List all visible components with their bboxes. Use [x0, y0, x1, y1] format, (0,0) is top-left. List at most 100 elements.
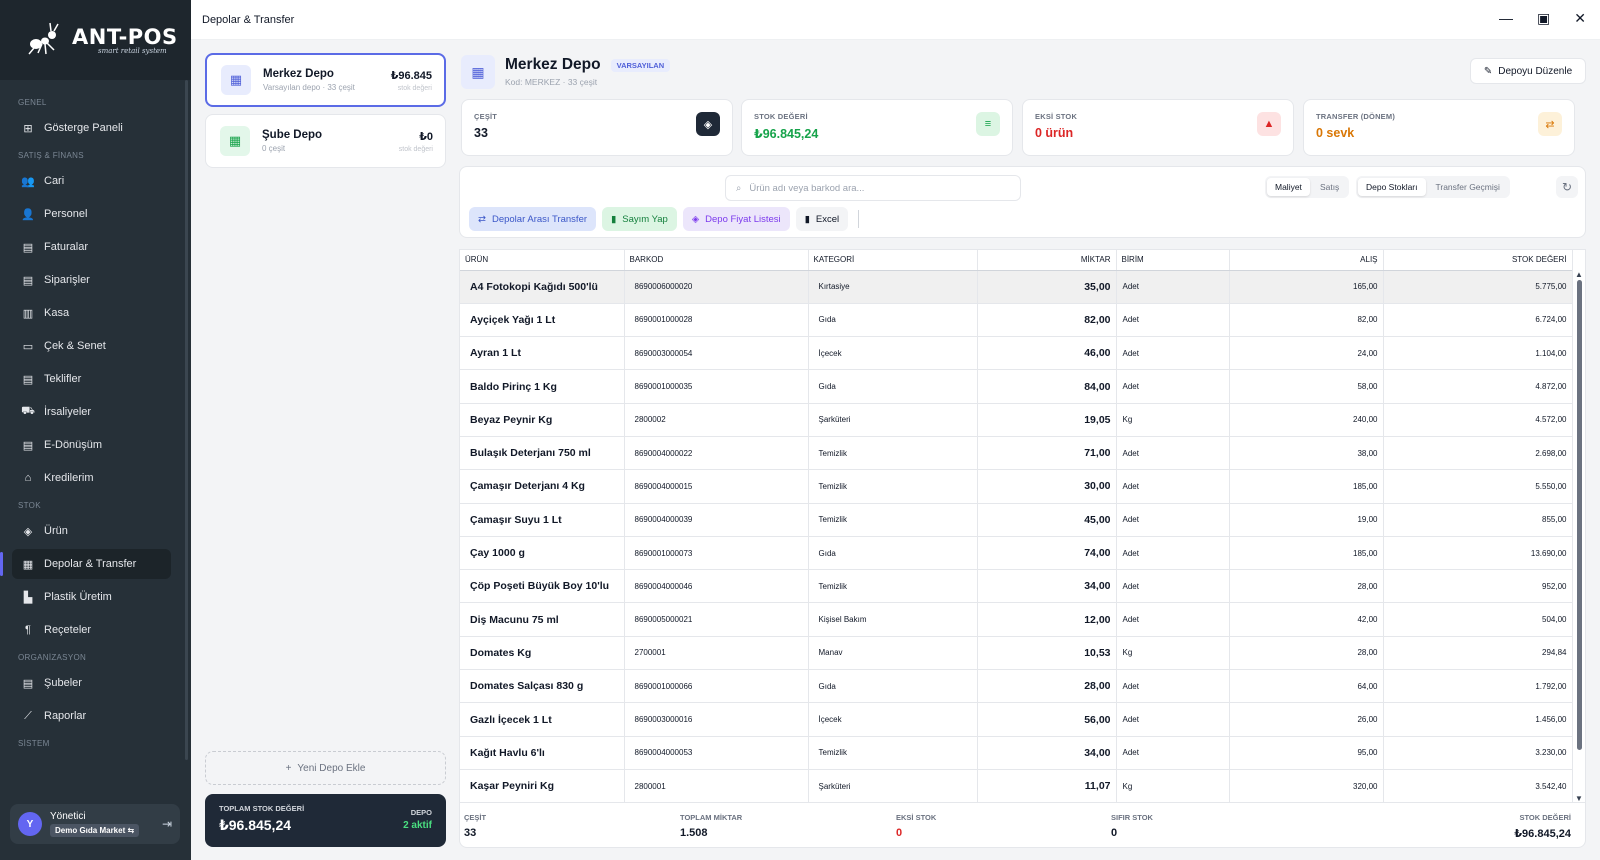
edit-depot-button[interactable]: ✎ Depoyu Düzenle: [1470, 58, 1586, 84]
minimize-icon[interactable]: —: [1499, 10, 1514, 26]
stat-value: 0 ürün: [1035, 126, 1074, 140]
user-profile[interactable]: Y Yönetici Demo Gıda Market ⇆ ⇥: [10, 804, 180, 844]
table-row[interactable]: Ayçiçek Yağı 1 Lt 8690001000028 Gıda 82,00 A…: [460, 303, 1573, 338]
depot-card[interactable]: ▦ Şube Depo 0 çeşit ₺0 stok değeri: [205, 114, 446, 168]
maximize-icon[interactable]: ▣: [1537, 10, 1551, 26]
sidebar-item[interactable]: ▭ Çek & Senet: [12, 331, 171, 361]
column-header[interactable]: ÜRÜN: [460, 250, 625, 271]
barcode-cell: 8690004000046: [624, 569, 809, 604]
stat-value: 33: [474, 126, 488, 140]
logout-icon[interactable]: ⇥: [161, 817, 172, 831]
stock-value-cell: 6.724,00: [1383, 303, 1573, 338]
coins-icon: ≡: [976, 112, 1000, 136]
stat-card: EKSİ STOK 0 ürün ▲: [1022, 99, 1294, 156]
summary-item: EKSİ STOK 0: [896, 813, 936, 839]
sidebar-item[interactable]: ▙ Plastik Üretim: [12, 582, 171, 612]
column-header[interactable]: MİKTAR: [977, 250, 1117, 271]
quantity-cell: 34,00: [977, 569, 1117, 604]
sidebar-item[interactable]: ¶ Reçeteler: [12, 615, 171, 645]
depot-title: Merkez Depo VARSAYILAN: [505, 56, 671, 74]
sidebar-item[interactable]: ▤ E-Dönüşüm: [12, 430, 171, 460]
sidebar-scrollbar[interactable]: [185, 80, 188, 760]
quantity-cell: 56,00: [977, 702, 1117, 737]
sidebar-item[interactable]: ⟋ Raporlar: [12, 701, 171, 731]
add-depot-label: Yeni Depo Ekle: [297, 762, 366, 774]
scroll-up-icon[interactable]: ▲: [1575, 270, 1583, 279]
table-row[interactable]: Çöp Poşeti Büyük Boy 10'lu 8690004000046 T…: [460, 569, 1573, 604]
sidebar-item-label: Faturalar: [44, 241, 89, 253]
sidebar-item[interactable]: ▥ Kasa: [12, 298, 171, 328]
product-name-cell: Ayran 1 Lt: [460, 336, 625, 371]
user-name: Yönetici: [50, 811, 86, 822]
total-stock-value: ₺96.845,24: [219, 817, 292, 833]
table-row[interactable]: Baldo Pirinç 1 Kg 8690001000035 Gıda 84,00 A…: [460, 369, 1573, 404]
title-bar: Depolar & Transfer — ▣ ✕: [191, 0, 1600, 40]
action-button[interactable]: ▮ Excel: [795, 207, 849, 231]
table-row[interactable]: A4 Fotokopi Kağıdı 500'lü 8690006000020 Kı…: [460, 270, 1573, 304]
sidebar-item[interactable]: ⛟ İrsaliyeler: [12, 397, 171, 427]
summary-value: 1.508: [680, 827, 708, 839]
table-row[interactable]: Domates Salçası 830 g 8690001000066 Gıda 28…: [460, 669, 1573, 704]
sidebar-item[interactable]: ◈ Ürün: [12, 516, 171, 546]
column-header[interactable]: ALIŞ: [1229, 250, 1384, 271]
table-row[interactable]: Kaşar Peyniri Kg 2800001 Şarküteri 11,07 Kg 3…: [460, 769, 1573, 802]
unit-cell: Adet: [1116, 436, 1230, 471]
table-scrollbar[interactable]: ▲ ▼: [1572, 270, 1585, 802]
stock-value-cell: 2.698,00: [1383, 436, 1573, 471]
sidebar-item[interactable]: ⊞ Gösterge Paneli: [12, 113, 171, 143]
action-button[interactable]: ▮ Sayım Yap: [602, 207, 677, 231]
table-row[interactable]: Ayran 1 Lt 8690003000054 İçecek 46,00 Adet 24…: [460, 336, 1573, 371]
utensils-icon: ¶: [25, 624, 31, 636]
warehouse-icon: ▦: [22, 558, 34, 571]
scroll-thumb[interactable]: [1577, 280, 1582, 750]
price-mode-sale[interactable]: Satış: [1319, 182, 1340, 192]
depot-card[interactable]: ▦ Merkez Depo Varsayılan depo · 33 çeşit ₺9…: [205, 53, 446, 107]
price-mode-cost[interactable]: Maliyet: [1267, 178, 1310, 196]
quantity-cell: 35,00: [977, 270, 1117, 304]
column-header[interactable]: KATEGORİ: [808, 250, 978, 271]
table-row[interactable]: Diş Macunu 75 ml 8690005000021 Kişisel Bak…: [460, 602, 1573, 637]
column-header[interactable]: BARKOD: [624, 250, 809, 271]
sidebar-item[interactable]: ▤ Siparişler: [12, 265, 171, 295]
column-header[interactable]: BİRİM: [1116, 250, 1230, 271]
stock-value-cell: 13.690,00: [1383, 536, 1573, 571]
store-switch-badge[interactable]: Demo Gıda Market ⇆: [50, 824, 140, 837]
tab-transfer-history[interactable]: Transfer Geçmişi: [1435, 182, 1500, 192]
category-cell: Temizlik: [808, 569, 978, 604]
search-input[interactable]: [749, 182, 1020, 194]
sidebar-item[interactable]: ▤ Teklifler: [12, 364, 171, 394]
sidebar-item-label: Siparişler: [44, 274, 90, 286]
table-row[interactable]: Çamaşır Deterjanı 4 Kg 8690004000015 Temiz…: [460, 469, 1573, 504]
summary-value: 33: [464, 827, 477, 839]
table-row[interactable]: Domates Kg 2700001 Manav 10,53 Kg 28,00 294,84: [460, 636, 1573, 671]
product-name-cell: Ayçiçek Yağı 1 Lt: [460, 303, 625, 338]
table-row[interactable]: Bulaşık Deterjanı 750 ml 8690004000022 Tem…: [460, 436, 1573, 471]
refresh-button[interactable]: ↻: [1556, 176, 1578, 198]
tab-depot-stocks[interactable]: Depo Stokları: [1358, 178, 1426, 196]
sidebar-item[interactable]: ▤ Faturalar: [12, 232, 171, 262]
action-button[interactable]: ⇄ Depolar Arası Transfer: [469, 207, 597, 231]
table-row[interactable]: Gazlı İçecek 1 Lt 8690003000016 İçecek 56,0…: [460, 702, 1573, 737]
close-icon[interactable]: ✕: [1574, 10, 1586, 26]
product-name-cell: Çay 1000 g: [460, 536, 625, 571]
barcode-cell: 8690004000039: [624, 503, 809, 537]
file-icon: ▤: [22, 439, 34, 452]
table-row[interactable]: Çay 1000 g 8690001000073 Gıda 74,00 Adet 185,…: [460, 536, 1573, 571]
sidebar-item[interactable]: 👤 Personel: [12, 199, 171, 229]
table-row[interactable]: Kağıt Havlu 6'lı 8690004000053 Temizlik 34,…: [460, 736, 1573, 770]
action-button[interactable]: ◈ Depo Fiyat Listesi: [682, 207, 790, 231]
search-icon: ⌕: [736, 182, 742, 194]
add-depot-button[interactable]: + Yeni Depo Ekle: [205, 751, 446, 785]
depot-amount: ₺96.845: [390, 69, 432, 82]
scroll-down-icon[interactable]: ▼: [1575, 794, 1583, 802]
table-row[interactable]: Beyaz Peynir Kg 2800002 Şarküteri 19,05 Kg 24…: [460, 403, 1573, 437]
summary-item: SIFIR STOK 0: [1111, 813, 1153, 839]
sidebar-item[interactable]: ▦ Depolar & Transfer: [0, 549, 171, 579]
table-row[interactable]: Çamaşır Suyu 1 Lt 8690004000039 Temizlik 45…: [460, 503, 1573, 537]
column-header[interactable]: STOK DEĞERİ: [1383, 250, 1573, 271]
nav-section-label: STOK: [18, 501, 41, 510]
sidebar-item[interactable]: 👥 Cari: [12, 166, 171, 196]
sidebar-item[interactable]: ▤ Şubeler: [12, 668, 171, 698]
purchase-price-cell: 185,00: [1229, 536, 1384, 571]
sidebar-item[interactable]: ⌂ Kredilerim: [12, 463, 171, 493]
